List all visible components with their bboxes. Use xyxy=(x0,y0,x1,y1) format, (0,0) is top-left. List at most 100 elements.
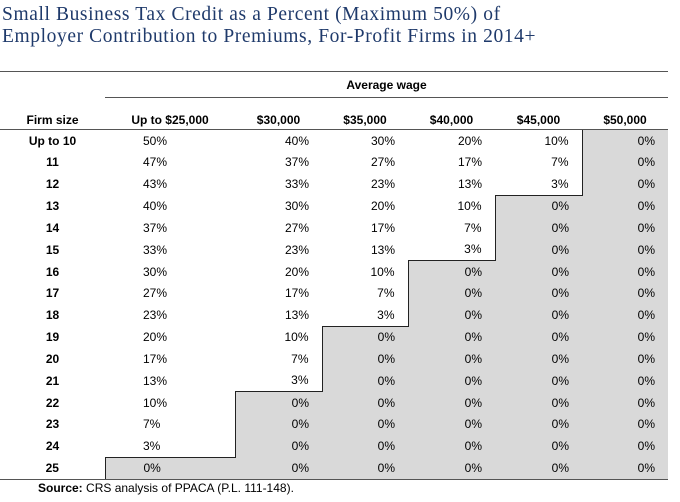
cell: 0% xyxy=(582,326,669,348)
cell: 0% xyxy=(495,369,582,392)
cell: 20% xyxy=(457,133,482,148)
cell: 47% xyxy=(143,155,168,170)
firm-size: 17 xyxy=(45,286,60,301)
cell: 30% xyxy=(284,199,309,213)
table-row: 11 47% 37% 27% 17% 7% 0% xyxy=(0,151,669,173)
cell: 43% xyxy=(143,177,168,191)
cell: 17% xyxy=(457,155,482,170)
cell: 0% xyxy=(494,217,582,239)
source: Source: CRS analysis of PPACA (P.L. 111-… xyxy=(38,481,294,495)
firm-size: 24 xyxy=(45,439,60,453)
cell: 0% xyxy=(581,173,669,195)
cell: 0% xyxy=(582,238,669,261)
table-row: 19 20% 10% 0% 0% 0% 0% xyxy=(0,325,669,348)
table-row: 21 13% 3% 0% 0% 0% 0% xyxy=(0,369,669,392)
column-header: $45,000 xyxy=(495,97,582,130)
cell: 10% xyxy=(143,395,168,410)
column-header: $50,000 xyxy=(582,97,669,130)
column-header: $35,000 xyxy=(322,97,408,130)
table-row: 24 3% 0% 0% 0% 0% 0% xyxy=(0,435,669,457)
firm-size: 14 xyxy=(45,220,60,235)
table-row: 23 7% 0% 0% 0% 0% 0% xyxy=(0,413,669,435)
cell: 40% xyxy=(284,133,309,148)
cell: 30% xyxy=(143,264,168,279)
cell: 3% xyxy=(143,438,161,453)
cell: 0% xyxy=(408,457,495,480)
cell: 17% xyxy=(143,351,168,366)
cell: 10% xyxy=(284,330,309,344)
cell: 0% xyxy=(234,435,322,457)
cell: 33% xyxy=(284,177,309,191)
cell: 0% xyxy=(495,282,582,304)
cell: 27% xyxy=(370,155,395,170)
cell: 0% xyxy=(408,348,495,370)
cell: 0% xyxy=(322,457,408,480)
cell: 0% xyxy=(582,391,669,414)
cell: 0% xyxy=(582,217,669,239)
table-row: 14 37% 27% 17% 7% 0% 0% xyxy=(0,217,669,239)
cell: 0% xyxy=(494,194,582,217)
cell: 10% xyxy=(544,133,569,148)
table-row: 17 27% 17% 7% 0% 0% 0% xyxy=(0,282,669,304)
cell: 0% xyxy=(582,348,669,370)
cell: 0% xyxy=(495,435,582,457)
cell: 0% xyxy=(234,413,322,435)
cell: 7% xyxy=(464,220,482,235)
cell: 0% xyxy=(582,457,669,480)
cell: 0% xyxy=(495,304,582,326)
cell: 17% xyxy=(370,220,395,235)
table-row: 15 33% 23% 13% 3% 0% 0% xyxy=(0,238,669,261)
firm-size: 19 xyxy=(45,330,60,344)
table-row: 13 40% 30% 20% 10% 0% 0% xyxy=(0,194,669,217)
cell: 37% xyxy=(143,220,168,235)
cell: 7% xyxy=(291,351,309,366)
cell: 0% xyxy=(408,413,495,435)
cell: 0% xyxy=(495,413,582,435)
title-line: Employer Contribution to Premiums, For-P… xyxy=(2,26,537,47)
firm-size: 21 xyxy=(45,373,60,388)
table-row: 22 10% 0% 0% 0% 0% 0% xyxy=(0,391,669,414)
group-header: Average wage xyxy=(105,71,669,98)
cell: 3% xyxy=(377,307,395,322)
cell: 0% xyxy=(495,326,582,348)
cell: 10% xyxy=(457,199,482,213)
credit-table: Average wage Firm size Up to $25,000 $30,0… xyxy=(0,71,669,480)
cell: 0% xyxy=(495,391,582,414)
cell: 0% xyxy=(322,435,408,457)
firm-size: 11 xyxy=(46,155,59,170)
cell: 50% xyxy=(143,133,168,148)
table-row: Up to 10 50% 40% 30% 20% 10% 0% xyxy=(0,129,669,152)
cell: 0% xyxy=(408,326,495,348)
cell: 0% xyxy=(408,435,495,457)
cell: 37% xyxy=(284,155,309,170)
cell: 20% xyxy=(284,264,309,279)
firm-size: 22 xyxy=(45,395,60,410)
cell: 0% xyxy=(581,151,669,173)
cell: 0% xyxy=(321,325,408,348)
cell: 0% xyxy=(582,282,669,304)
table-row: 20 17% 7% 0% 0% 0% 0% xyxy=(0,348,669,370)
cell: 23% xyxy=(143,308,168,322)
cell: 13% xyxy=(284,308,309,322)
cell: 0% xyxy=(582,260,669,283)
cell: 13% xyxy=(370,242,395,257)
cell: 27% xyxy=(284,220,309,235)
cell: 7% xyxy=(143,417,161,432)
cell: 23% xyxy=(370,177,395,191)
title: Small Business Tax Credit as a Percent (… xyxy=(2,4,536,48)
column-header: Firm size xyxy=(0,97,105,130)
firm-size: 15 xyxy=(45,242,60,257)
cell: 0% xyxy=(322,391,408,414)
table-row: 16 30% 20% 10% 0% 0% 0% xyxy=(0,260,669,283)
cell: 0% xyxy=(234,391,322,414)
firm-size: 12 xyxy=(45,177,60,191)
cell: 7% xyxy=(377,286,395,301)
column-header: $40,000 xyxy=(408,97,495,130)
firm-size: 18 xyxy=(45,308,60,322)
cell: 0% xyxy=(495,348,582,370)
cell: 0% xyxy=(407,260,495,283)
firm-size: 25 xyxy=(0,457,105,480)
cell: 7% xyxy=(551,155,569,170)
spacer xyxy=(0,71,105,98)
source-label: Source: xyxy=(38,481,83,495)
